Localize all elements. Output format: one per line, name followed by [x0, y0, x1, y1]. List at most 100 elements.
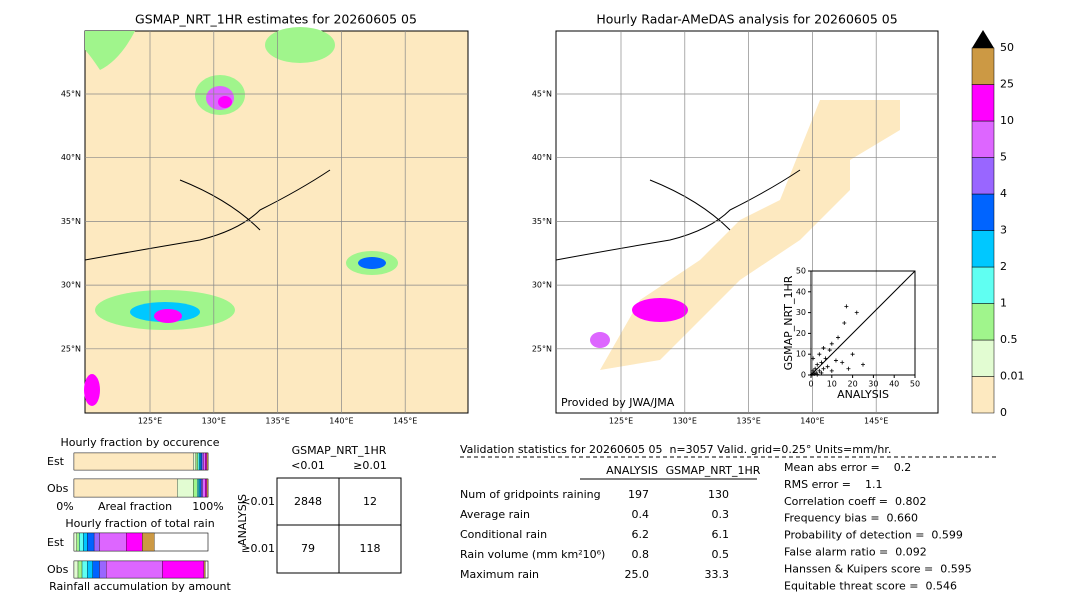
scatter-point — [811, 356, 816, 361]
stat-value: 0.5 — [712, 548, 730, 561]
stats-header: Validation statistics for 20260605 05 n=… — [460, 443, 891, 456]
colorbar-label: 0 — [1000, 406, 1007, 419]
y-tick-label: 40 — [796, 287, 806, 296]
lat-label: 45°N — [61, 90, 81, 99]
stat-value: 33.3 — [705, 568, 730, 581]
stat-label: Average rain — [460, 508, 530, 521]
row-label: Obs — [47, 482, 69, 495]
scatter-point — [819, 360, 824, 365]
bar-segment — [205, 452, 207, 471]
bar-segment — [83, 532, 88, 552]
y-tick-label: 0 — [801, 371, 806, 380]
scatter-point — [827, 348, 832, 353]
map-title: GSMAP_NRT_1HR estimates for 20260605 05 — [135, 12, 417, 27]
bar-segment — [76, 532, 80, 552]
colorbar-label: 1 — [1000, 297, 1007, 310]
colorbar-label: 10 — [1000, 114, 1014, 127]
bar-segment — [81, 560, 88, 579]
bar-segment — [206, 452, 209, 471]
scatter-point — [821, 345, 826, 350]
scatter-point — [842, 321, 847, 325]
row-label: Est — [47, 455, 65, 468]
axis-label: Areal fraction — [98, 500, 172, 513]
bar-segment — [73, 560, 79, 579]
stat-value: 130 — [708, 488, 729, 501]
scatter-point — [817, 352, 822, 357]
colorbar-label: 5 — [1000, 151, 1007, 164]
credit: Provided by JWA/JMA — [561, 396, 675, 409]
x-tick-label: 0 — [808, 380, 813, 389]
colorbar-label: 50 — [1000, 41, 1014, 54]
col-label: <0.01 — [291, 459, 325, 472]
stat-value: 25.0 — [625, 568, 650, 581]
bar-segment — [195, 452, 199, 471]
bar-segment — [106, 560, 163, 579]
bar-segment — [73, 452, 194, 471]
bar-segment — [193, 452, 197, 471]
bar-segment — [205, 478, 207, 498]
colorbar-label: 4 — [1000, 187, 1007, 200]
bar-segment — [73, 478, 178, 498]
bar-segment — [77, 560, 83, 579]
lon-label: 145°E — [864, 417, 888, 426]
table-cell: 2848 — [294, 495, 322, 508]
scatter-point — [821, 366, 826, 371]
lon-label: 125°E — [609, 417, 633, 426]
lat-label: 40°N — [61, 153, 81, 162]
bar-segment — [203, 452, 206, 471]
bar-segment — [206, 478, 209, 498]
bar-segment — [197, 478, 199, 498]
x-tick-label: 40 — [889, 380, 899, 389]
scatter-point — [819, 370, 824, 375]
panel-title: Hourly fraction by occurence — [61, 436, 220, 449]
row-label: Obs — [47, 563, 69, 576]
axis-label: 100% — [192, 500, 223, 513]
scatter-point — [823, 356, 828, 361]
score: RMS error = 1.1 — [784, 478, 882, 491]
col-label: ≥0.01 — [353, 459, 387, 472]
stat-label: Num of gridpoints raining — [460, 488, 601, 501]
stat-value: 0.3 — [712, 508, 730, 521]
score: Correlation coeff = 0.802 — [784, 495, 926, 508]
y-tick-label: 20 — [796, 329, 806, 338]
x-tick-label: 30 — [868, 380, 878, 389]
scatter-point — [840, 360, 845, 365]
colorbar-segment — [971, 339, 995, 377]
table-cell: 12 — [363, 495, 377, 508]
scatter-point — [825, 364, 830, 369]
colorbar-segment — [971, 303, 995, 341]
colorbar-segment — [971, 230, 995, 268]
bar-segment — [87, 560, 93, 579]
score: Mean abs error = 0.2 — [784, 461, 911, 474]
scatter-point — [812, 371, 817, 376]
table-title: GSMAP_NRT_1HR — [292, 444, 387, 457]
scatter-point — [833, 358, 838, 363]
colorbar-segment — [971, 376, 995, 414]
axis-label: 0% — [56, 500, 73, 513]
row-label: <0.01 — [241, 495, 275, 508]
lat-label: 35°N — [532, 217, 552, 226]
bar-segment — [203, 560, 206, 579]
stat-value: 0.8 — [632, 548, 650, 561]
y-tick-label: 50 — [796, 267, 806, 276]
lon-label: 125°E — [138, 417, 162, 426]
table-cell: 118 — [360, 542, 381, 555]
scatter-point — [829, 368, 834, 373]
colorbar-extend — [972, 30, 994, 48]
stat-value: 6.1 — [712, 528, 730, 541]
scatter-frame — [810, 270, 916, 376]
colorbar-label: 25 — [1000, 78, 1014, 91]
scatter-point — [836, 335, 841, 340]
bar-segment — [99, 532, 127, 552]
col-label: ANALYSIS — [606, 464, 658, 477]
colorbar-segment — [971, 84, 995, 122]
bar-segment — [99, 560, 107, 579]
scatter-point — [815, 362, 820, 367]
colorbar-segment — [971, 120, 995, 158]
footer: Rainfall accumulation by amount — [49, 580, 231, 593]
lat-label: 30°N — [532, 281, 552, 290]
stat-value: 6.2 — [632, 528, 650, 541]
score: Frequency bias = 0.660 — [784, 512, 918, 525]
bar-segment — [162, 560, 205, 579]
